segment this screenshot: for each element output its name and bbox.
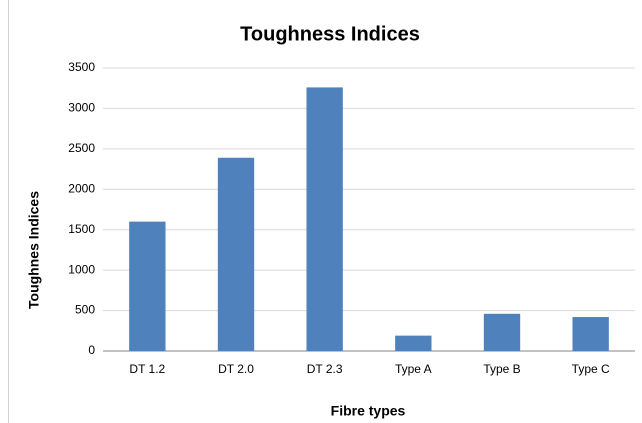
- bar: [217, 157, 255, 351]
- bar: [572, 317, 609, 351]
- y-tick-label: 3000: [68, 101, 95, 115]
- x-tick-label: DT 2.0: [218, 362, 254, 376]
- x-axis-label: Fibre types: [331, 403, 406, 419]
- y-axis-label: Toughnes Indices: [26, 191, 42, 309]
- bar: [395, 335, 432, 351]
- bar: [483, 313, 521, 351]
- x-tick-label: Type B: [483, 362, 520, 376]
- y-tick-label: 2000: [68, 181, 95, 195]
- bar: [129, 221, 166, 351]
- y-tick-label: 2500: [68, 141, 95, 155]
- y-tick-label: 500: [75, 303, 95, 317]
- y-tick-label: 3500: [68, 60, 95, 74]
- chart-title: Toughness Indices: [240, 23, 420, 45]
- x-tick-label: DT 1.2: [129, 362, 165, 376]
- y-tick-label: 0: [88, 343, 95, 357]
- y-tick-label: 1500: [68, 222, 95, 236]
- x-tick-label: DT 2.3: [307, 362, 343, 376]
- x-tick-label: Type A: [395, 362, 432, 376]
- bar: [306, 87, 343, 352]
- y-tick-label: 1000: [68, 262, 95, 276]
- x-tick-label: Type C: [572, 362, 610, 376]
